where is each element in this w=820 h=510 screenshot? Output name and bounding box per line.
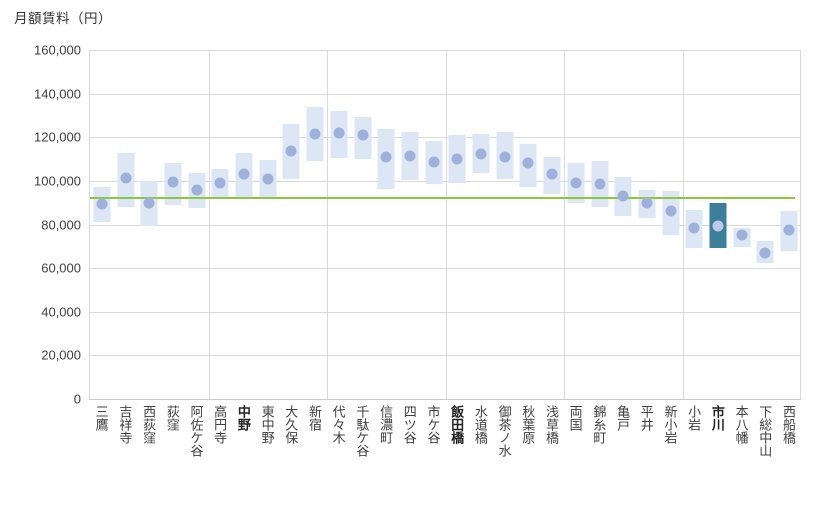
x-axis-label: 新宿 [306,405,322,431]
median-dot [167,176,179,188]
median-dot [499,151,511,163]
x-axis-label: 浅草橋 [543,405,559,444]
y-axis-label: 60,000 [41,260,81,276]
median-dot [214,177,226,189]
y-axis-label: 160,000 [34,42,81,58]
reference-line [90,197,795,200]
median-dot [285,145,297,157]
median-dot [570,177,582,189]
median-dot [143,197,155,209]
x-axis-label: 平井 [638,405,654,431]
x-gridline [445,50,447,399]
median-dot [546,168,558,180]
x-gridline [564,50,565,399]
median-dot [712,220,724,232]
x-gridline [327,50,328,399]
median-dot [333,127,345,139]
x-axis-label: 東中野 [259,405,275,444]
y-axis-label: 120,000 [34,129,81,145]
x-axis-label: 秋葉原 [520,405,536,444]
x-axis-label: 高円寺 [212,405,228,444]
y-axis-label: 40,000 [41,304,81,320]
chart-title: 月額賃料（円） [14,11,112,26]
x-axis-label: 阿佐ケ谷 [188,405,204,457]
median-dot [262,173,274,185]
y-axis-label: 0 [73,391,81,407]
x-axis-label: 三鷹 [93,405,109,431]
median-dot [688,222,700,234]
x-axis-label: 市ケ谷 [425,405,441,444]
median-dot [238,168,250,180]
median-dot [404,150,416,162]
x-axis-label: 小岩 [686,405,702,431]
plot-area [89,50,801,400]
x-axis-label: 千駄ケ谷 [354,405,370,457]
median-dot [759,247,771,259]
median-dot [475,148,487,160]
x-axis-label: 飯田橋 [449,405,465,444]
x-axis-label: 代々木 [330,405,346,444]
median-dot [665,205,677,217]
x-axis-label: 四ツ谷 [401,405,417,444]
median-dot [96,198,108,210]
x-axis-label: 下総中山 [757,405,773,457]
x-axis-label: 中野 [235,405,251,431]
x-axis-label: 市川 [709,405,725,431]
median-dot [522,157,534,169]
x-axis-label: 水道橋 [472,405,488,444]
x-axis-label: 吉祥寺 [117,405,133,444]
x-axis-label: 大久保 [283,405,299,444]
median-dot [309,128,321,140]
median-dot [380,151,392,163]
x-axis-label: 本八幡 [733,405,749,444]
y-axis-label: 20,000 [41,347,81,363]
x-axis-label: 新小岩 [662,405,678,444]
y-axis-label: 140,000 [34,86,81,102]
median-dot [641,197,653,209]
x-axis-label: 西荻窪 [141,405,157,444]
median-dot [120,172,132,184]
x-axis-label: 荻窪 [164,405,180,431]
median-dot [428,156,440,168]
x-axis-label: 両国 [567,405,583,431]
median-dot [783,224,795,236]
x-axis-label: 御茶ノ水 [496,405,512,457]
y-axis-label: 100,000 [34,173,81,189]
median-dot [357,129,369,141]
y-axis-label: 80,000 [41,217,81,232]
median-dot [451,153,463,165]
x-axis-label: 西船橋 [780,405,796,444]
median-dot [191,184,203,196]
median-dot [617,190,629,202]
x-gridline [208,50,210,399]
x-gridline [682,50,684,399]
median-dot [736,229,748,241]
x-axis-label: 信濃町 [378,405,394,444]
median-dot [594,178,606,190]
x-axis-label: 錦糸町 [591,405,607,444]
x-axis-label: 亀戸 [615,405,631,431]
x-gridline [800,50,801,399]
